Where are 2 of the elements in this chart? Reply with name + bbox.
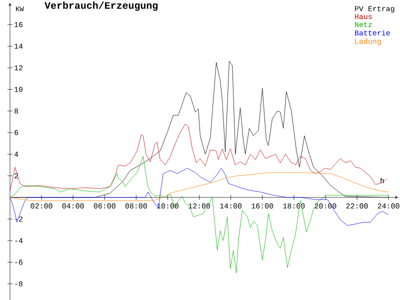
line-series <box>10 172 389 201</box>
chart-title: Verbrauch/Erzeugung <box>44 2 158 11</box>
